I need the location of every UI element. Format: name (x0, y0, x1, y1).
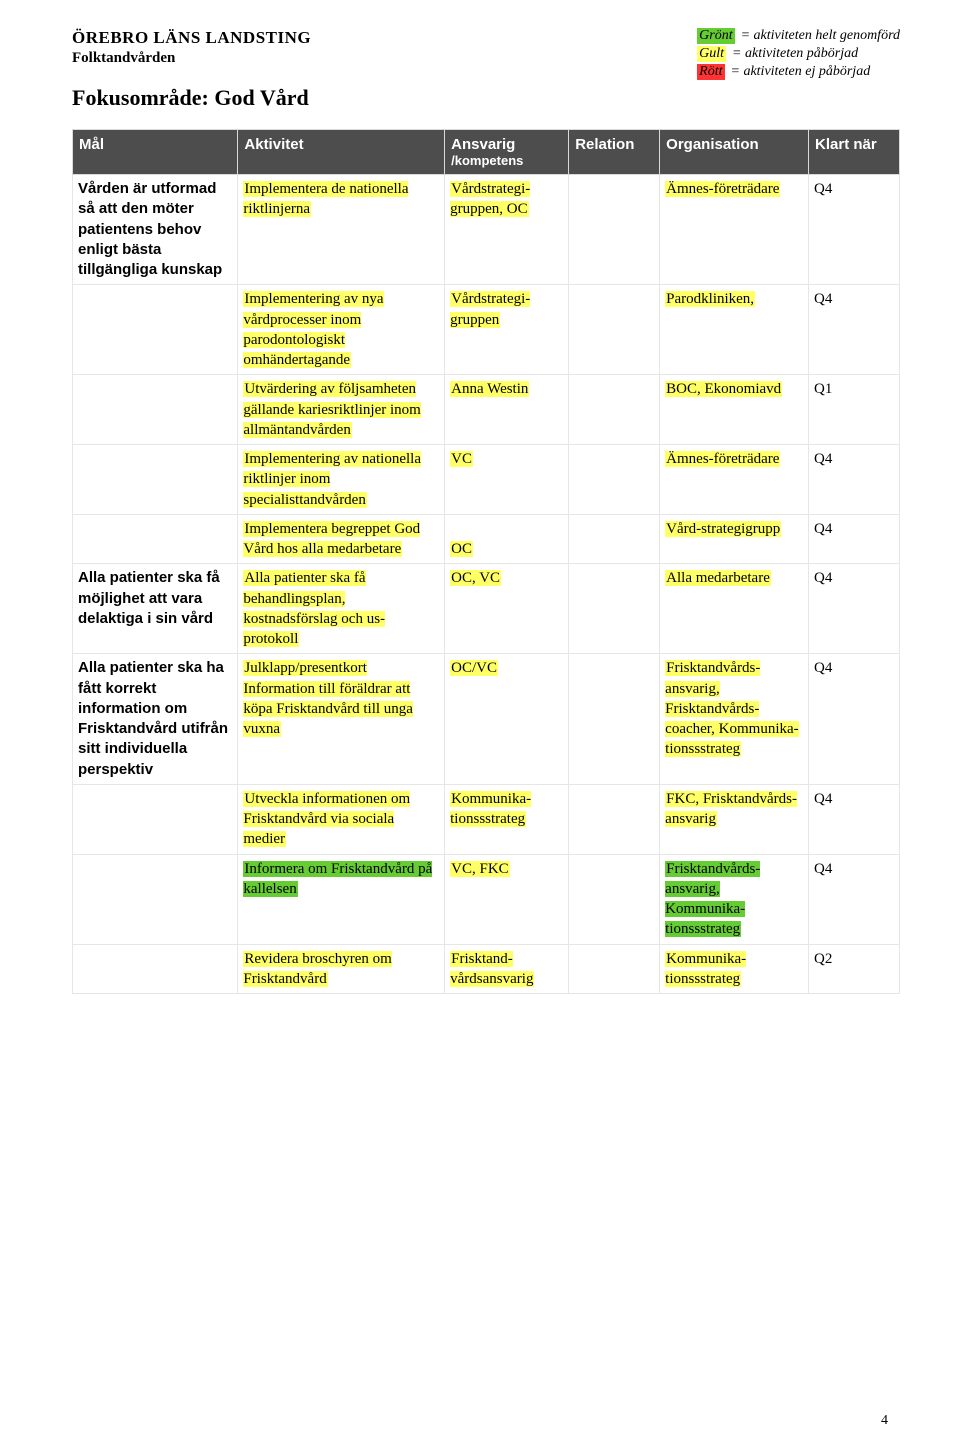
cell-organisation: Ämnes-företrädare (660, 445, 809, 515)
cell-aktivitet: Utveckla informationen om Frisktandvård … (238, 784, 445, 854)
table-row: Implementering av nya vårdprocesser inom… (73, 285, 900, 375)
col-relation: Relation (569, 130, 660, 175)
cell-klart: Q4 (809, 564, 900, 654)
cell-ansvarig: OC, VC (445, 564, 569, 654)
table-body: Vården är utformad så att den möter pati… (73, 175, 900, 994)
cell-aktivitet: Revidera broschyren om Frisktandvård (238, 944, 445, 994)
cell-klart: Q1 (809, 375, 900, 445)
cell-organisation: Ämnes-företrädare (660, 175, 809, 285)
cell-mal: Alla patienter ska ha fått korrekt infor… (73, 654, 238, 785)
legend-row: Gult = aktiviteten påbörjad (697, 46, 900, 62)
col-klart: Klart när (809, 130, 900, 175)
cell-aktivitet: Implementering av nationella riktlinjer … (238, 445, 445, 515)
table-row: Revidera broschyren om FrisktandvårdFris… (73, 944, 900, 994)
cell-relation (569, 854, 660, 944)
cell-klart: Q4 (809, 514, 900, 564)
cell-organisation: Kommunika-tionssstrateg (660, 944, 809, 994)
cell-mal (73, 944, 238, 994)
cell-organisation: Frisktandvårds-ansvarig, Frisktandvårds-… (660, 654, 809, 785)
legend-tag: Rött (697, 64, 724, 80)
col-ansvarig: Ansvarig/kompetens (445, 130, 569, 175)
cell-ansvarig: OC (445, 514, 569, 564)
cell-organisation: Alla medarbetare (660, 564, 809, 654)
cell-ansvarig: Vårdstrategi-gruppen (445, 285, 569, 375)
page-title: Fokusområde: God Vård (72, 85, 900, 111)
cell-mal (73, 514, 238, 564)
legend: Grönt = aktiviteten helt genomförd Gult = a… (697, 28, 900, 82)
cell-mal (73, 375, 238, 445)
col-sub-ansvarig: /kompetens (451, 153, 562, 168)
legend-label: = aktiviteten ej påbörjad (731, 64, 871, 80)
cell-ansvarig: Kommunika-tionssstrateg (445, 784, 569, 854)
cell-klart: Q4 (809, 175, 900, 285)
cell-organisation: Frisktandvårds-ansvarig, Kommunika-tions… (660, 854, 809, 944)
cell-ansvarig: Frisktand-vårdsansvarig (445, 944, 569, 994)
cell-organisation: BOC, Ekonomiavd (660, 375, 809, 445)
cell-aktivitet: Implementera begreppet God Vård hos alla… (238, 514, 445, 564)
cell-klart: Q4 (809, 854, 900, 944)
table-row: Alla patienter ska få möjlighet att vara… (73, 564, 900, 654)
legend-tag: Gult (697, 46, 726, 62)
cell-klart: Q4 (809, 784, 900, 854)
cell-klart: Q2 (809, 944, 900, 994)
cell-mal (73, 784, 238, 854)
table-row: Implementera begreppet God Vård hos alla… (73, 514, 900, 564)
table-row: Implementering av nationella riktlinjer … (73, 445, 900, 515)
legend-row: Grönt = aktiviteten helt genomförd (697, 28, 900, 44)
cell-ansvarig: Vårdstrategi-gruppen, OC (445, 175, 569, 285)
legend-label: = aktiviteten helt genomförd (741, 28, 900, 44)
table-row: Alla patienter ska ha fått korrekt infor… (73, 654, 900, 785)
cell-aktivitet: Implementering av nya vårdprocesser inom… (238, 285, 445, 375)
cell-organisation: Vård-strategigrupp (660, 514, 809, 564)
cell-aktivitet: Utvärdering av följsamheten gällande kar… (238, 375, 445, 445)
cell-ansvarig: OC/VC (445, 654, 569, 785)
cell-mal (73, 854, 238, 944)
cell-relation (569, 175, 660, 285)
cell-ansvarig: VC, FKC (445, 854, 569, 944)
cell-aktivitet: Julklapp/presentkort Information till fö… (238, 654, 445, 785)
cell-aktivitet: Implementera de nationella riktlinjerna (238, 175, 445, 285)
cell-mal (73, 285, 238, 375)
table-row: Utvärdering av följsamheten gällande kar… (73, 375, 900, 445)
legend-tag: Grönt (697, 28, 734, 44)
cell-klart: Q4 (809, 285, 900, 375)
cell-relation (569, 654, 660, 785)
col-organisation: Organisation (660, 130, 809, 175)
cell-organisation: Parodkliniken, (660, 285, 809, 375)
cell-aktivitet: Alla patienter ska få behandlingsplan, k… (238, 564, 445, 654)
cell-relation (569, 375, 660, 445)
cell-klart: Q4 (809, 654, 900, 785)
table-row: Utveckla informationen om Frisktandvård … (73, 784, 900, 854)
col-aktivitet: Aktivitet (238, 130, 445, 175)
table-header-row: MålAktivitetAnsvarig/kompetensRelationOr… (73, 130, 900, 175)
cell-relation (569, 944, 660, 994)
cell-organisation: FKC, Frisktandvårds-ansvarig (660, 784, 809, 854)
cell-relation (569, 285, 660, 375)
cell-relation (569, 445, 660, 515)
cell-mal: Alla patienter ska få möjlighet att vara… (73, 564, 238, 654)
page-number: 4 (881, 1413, 888, 1429)
cell-klart: Q4 (809, 445, 900, 515)
cell-relation (569, 514, 660, 564)
cell-relation (569, 564, 660, 654)
legend-label: = aktiviteten påbörjad (732, 46, 858, 62)
cell-ansvarig: VC (445, 445, 569, 515)
cell-mal: Vården är utformad så att den möter pati… (73, 175, 238, 285)
cell-mal (73, 445, 238, 515)
activity-table: MålAktivitetAnsvarig/kompetensRelationOr… (72, 129, 900, 994)
col-mal: Mål (73, 130, 238, 175)
table-row: Vården är utformad så att den möter pati… (73, 175, 900, 285)
table-row: Informera om Frisktandvård på kallelsenV… (73, 854, 900, 944)
cell-relation (569, 784, 660, 854)
cell-ansvarig: Anna Westin (445, 375, 569, 445)
legend-row: Rött = aktiviteten ej påbörjad (697, 64, 900, 80)
cell-aktivitet: Informera om Frisktandvård på kallelsen (238, 854, 445, 944)
